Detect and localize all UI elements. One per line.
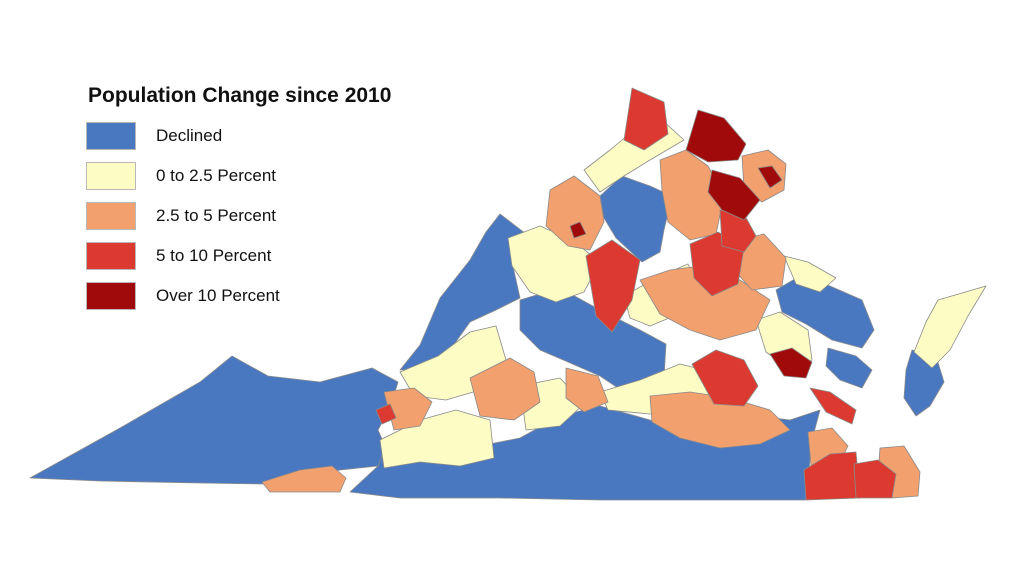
region-new-river-2-5-5 <box>383 387 433 431</box>
legend-swatch-over-10 <box>86 282 136 310</box>
region-peninsula-5-10 <box>809 387 857 425</box>
legend-swatch-declined <box>86 122 136 150</box>
legend-swatch-2-5-5 <box>86 202 136 230</box>
legend-label-over-10: Over 10 Percent <box>156 286 280 305</box>
legend-label-0-2-5: 0 to 2.5 Percent <box>156 166 277 185</box>
region-shenandoah-declined <box>599 175 673 263</box>
region-frederick-5-10 <box>623 87 669 151</box>
legend-item-0-2-5: 0 to 2.5 Percent <box>86 156 391 196</box>
legend-title: Population Change since 2010 <box>88 84 392 107</box>
legend-item-5-10: 5 to 10 Percent <box>86 236 391 276</box>
legend-label-declined: Declined <box>156 126 223 145</box>
region-city-pocket-over-10 <box>569 221 587 239</box>
region-southwest-declined <box>29 355 399 485</box>
region-prince-william-over-10 <box>707 169 761 221</box>
region-bristol-5-10 <box>375 403 397 425</box>
region-danville-2-5-5 <box>565 367 609 413</box>
region-charlottesville-5-10 <box>585 239 641 333</box>
map-legend: Population Change since 2010 Declined 0 … <box>86 84 391 316</box>
legend-swatch-5-10 <box>86 242 136 270</box>
region-peninsula-0-2-5 <box>783 255 837 293</box>
legend-label-5-10: 5 to 10 Percent <box>156 246 272 265</box>
region-new-kent-over-10 <box>769 347 813 379</box>
region-middle-peninsula-declined <box>825 347 873 389</box>
region-southern-border-2-5-5 <box>261 465 347 493</box>
legend-swatch-0-2-5 <box>86 162 136 190</box>
region-upper-valley-2-5-5 <box>545 175 605 251</box>
legend-item-declined: Declined <box>86 116 391 156</box>
region-richmond-suburbs-5-10 <box>691 349 759 407</box>
region-eastern-shore-0-2-5 <box>913 285 987 369</box>
region-lynchburg-2-5-5 <box>469 357 541 421</box>
legend-item-2-5-5: 2.5 to 5 Percent <box>86 196 391 236</box>
region-southwest-0-2-5 <box>379 409 495 469</box>
region-arlington-fairfax-over-10 <box>757 165 783 189</box>
region-loudoun-over-10 <box>685 109 747 163</box>
legend-item-over-10: Over 10 Percent <box>86 276 391 316</box>
legend-label-2-5-5: 2.5 to 5 Percent <box>156 206 277 225</box>
region-chesapeake-5-10 <box>853 459 897 499</box>
